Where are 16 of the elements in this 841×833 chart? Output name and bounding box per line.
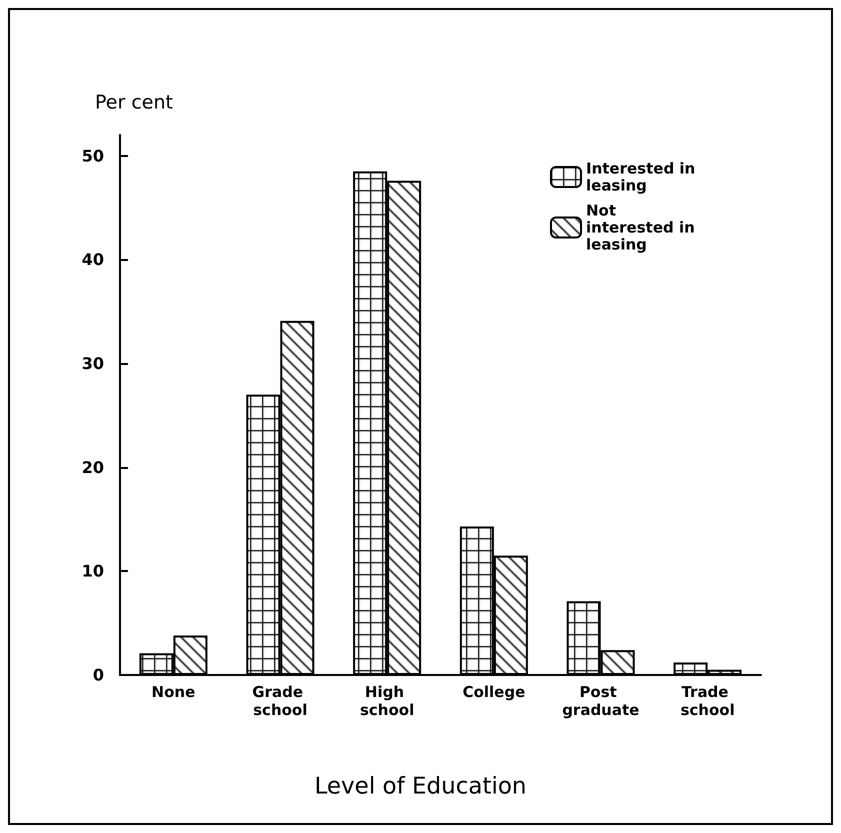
x-tick-label: Trade school bbox=[680, 683, 735, 719]
y-tick-label: 30 bbox=[82, 354, 104, 373]
y-tick-label: 10 bbox=[82, 562, 104, 581]
y-tick-label: 40 bbox=[82, 250, 104, 270]
x-tick-label: College bbox=[462, 683, 526, 701]
y-tick-label: 0 bbox=[92, 666, 104, 684]
x-tick-label: Post graduate bbox=[562, 683, 640, 719]
y-tick-label: 20 bbox=[82, 458, 104, 477]
y-axis-title: Per cent bbox=[95, 92, 173, 114]
legend-label: Interested in leasing bbox=[586, 160, 700, 194]
x-axis-title: Level of Education bbox=[314, 774, 527, 800]
legend-label: Not interested in leasing bbox=[586, 202, 700, 254]
x-tick-label: None bbox=[152, 683, 196, 701]
x-tick-label: High school bbox=[360, 683, 414, 719]
x-tick-label: Grade school bbox=[252, 683, 308, 719]
y-tick-label: 50 bbox=[82, 146, 104, 166]
